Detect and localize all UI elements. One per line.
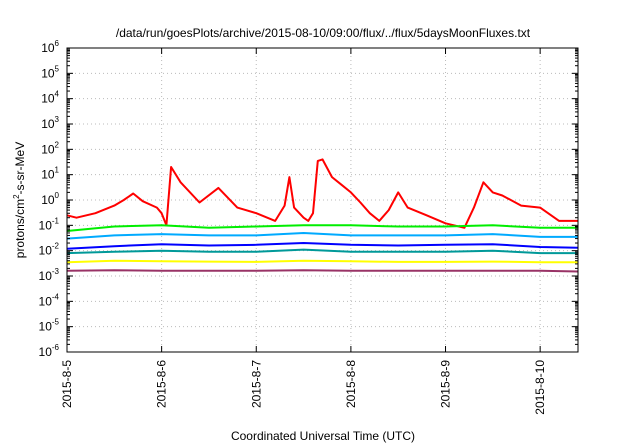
y-tick-label: 105 [41,64,59,80]
series-line-6 [66,269,579,273]
series-layer [66,158,579,273]
y-tick-label: 10-5 [39,318,60,334]
x-tick-label: 2015-8-5 [60,360,74,408]
y-tick-label: 10-6 [39,343,60,359]
x-tick-label: 2015-8-6 [155,360,169,408]
chart-title: /data/run/goesPlots/archive/2015-08-10/0… [116,26,531,40]
y-tick-label: 10-2 [39,242,60,258]
y-tick-label: 102 [41,140,59,156]
x-tick-label: 2015-8-10 [533,360,547,415]
x-tick-label: 2015-8-8 [344,360,358,408]
ticks [66,47,578,353]
series-line-4 [66,248,578,255]
x-axis-label: Coordinated Universal Time (UTC) [231,429,415,443]
y-tick-label: 106 [41,39,59,55]
y-tick-labels: 10-6 10-5 10-4 10-3 10-2 10-1 100 101 102 103 104 1… [39,39,60,359]
series-line-0 [66,158,578,229]
series-line-1 [66,224,578,232]
y-tick-label: 10-3 [39,267,60,283]
x-tick-labels: 2015-8-5 2015-8-6 2015-8-7 2015-8-8 2015-8-9… [60,360,547,415]
y-tick-label: 100 [41,191,59,207]
y-tick-label: 101 [41,166,59,182]
series-line-3 [66,242,579,250]
grid [67,48,578,352]
x-tick-label: 2015-8-9 [439,360,453,408]
y-axis-label: protons/cm2-s-sr-MeV [12,142,27,258]
y-tick-label: 10-4 [39,292,60,308]
x-tick-label: 2015-8-7 [249,360,263,408]
series-line-2 [66,232,578,240]
series-line-5 [66,259,578,264]
y-tick-label: 10-1 [39,216,60,232]
y-tick-label: 104 [41,90,59,106]
y-tick-label: 103 [41,115,59,131]
